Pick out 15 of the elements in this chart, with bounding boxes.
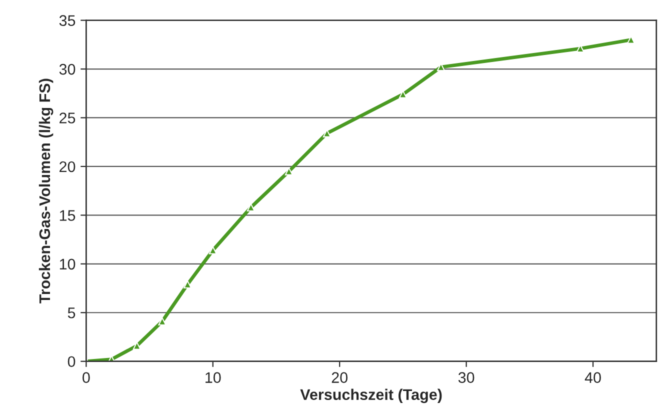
y-tick-label: 0 bbox=[68, 356, 76, 368]
y-tick-label: 30 bbox=[59, 64, 76, 75]
y-tick-label: 20 bbox=[60, 161, 76, 172]
y-axis-title: Trocken-Gas-Volumen (l/kg FS) bbox=[38, 78, 54, 304]
y-tick-label: 15 bbox=[60, 210, 76, 221]
x-tick-label: 30 bbox=[458, 372, 474, 383]
y-tick-label: 35 bbox=[59, 15, 76, 26]
y-tick-label: 5 bbox=[68, 308, 76, 318]
x-tick-label: 0 bbox=[82, 372, 90, 383]
x-tick-label: 20 bbox=[332, 372, 348, 383]
x-tick-label: 10 bbox=[206, 372, 221, 383]
x-tick-label: 40 bbox=[584, 372, 601, 383]
y-tick-label: 10 bbox=[60, 258, 76, 270]
y-tick-label: 25 bbox=[60, 112, 76, 124]
x-axis-title: Versuchszeit (Tage) bbox=[300, 388, 442, 404]
